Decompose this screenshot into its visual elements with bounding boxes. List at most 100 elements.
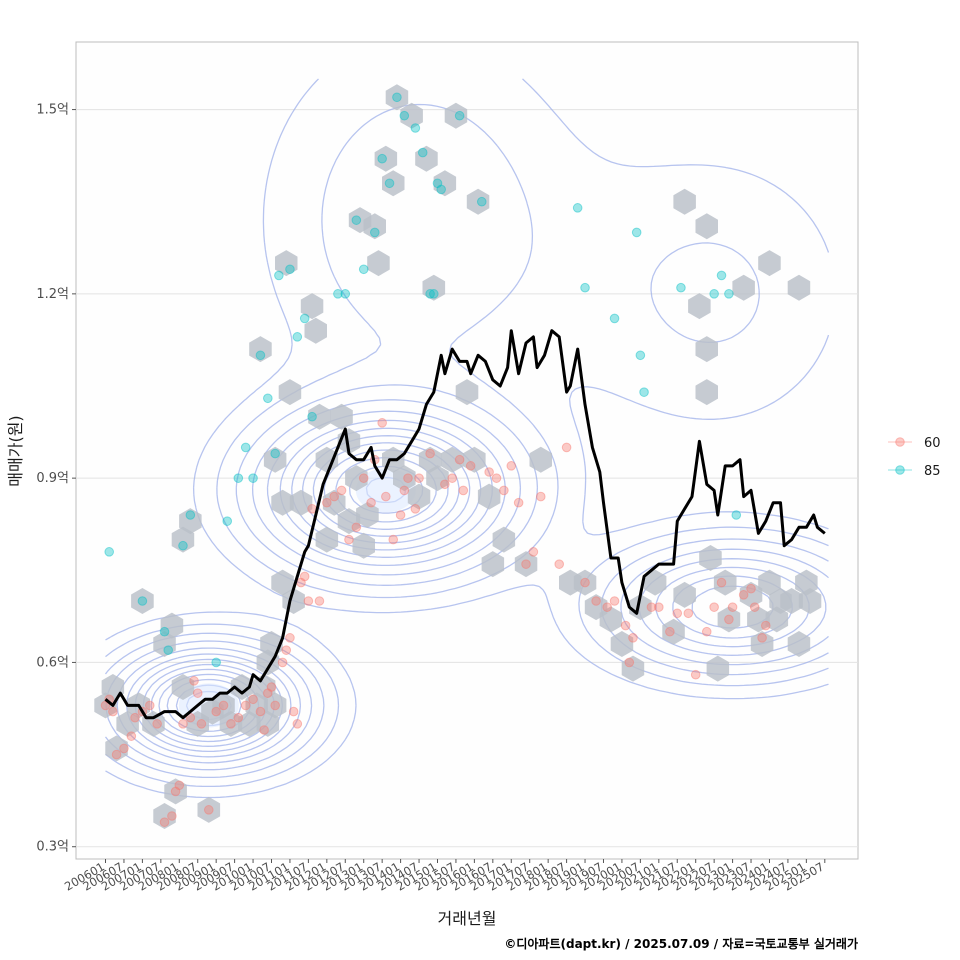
point-60 bbox=[628, 633, 638, 643]
y-tick-label: 1.5억 bbox=[36, 103, 69, 118]
hexbin bbox=[415, 145, 438, 172]
hexbin bbox=[673, 188, 696, 215]
point-85 bbox=[351, 215, 362, 225]
point-60 bbox=[458, 485, 469, 496]
point-60 bbox=[170, 786, 181, 797]
hexbin bbox=[643, 569, 667, 596]
hexbin bbox=[322, 489, 346, 516]
point-60 bbox=[609, 596, 620, 606]
point-85 bbox=[307, 411, 317, 422]
point-60 bbox=[152, 719, 162, 729]
point-60 bbox=[701, 626, 712, 637]
point-60 bbox=[403, 473, 413, 483]
point-85 bbox=[639, 387, 649, 397]
hexbin bbox=[780, 588, 803, 614]
grid-lines bbox=[76, 109, 858, 848]
point-60 bbox=[757, 633, 767, 643]
hexbin bbox=[105, 735, 128, 762]
point-60 bbox=[484, 467, 494, 477]
hexbin bbox=[713, 569, 737, 596]
hexbin bbox=[374, 145, 398, 172]
hexbin bbox=[426, 465, 449, 492]
hexbin bbox=[787, 631, 811, 657]
legend-label-60: 60 bbox=[924, 436, 941, 451]
hexbin bbox=[795, 569, 818, 596]
point-60 bbox=[440, 479, 450, 490]
point-60 bbox=[322, 497, 332, 508]
hexbin bbox=[367, 250, 390, 277]
point-60 bbox=[233, 712, 244, 723]
point-85 bbox=[377, 153, 387, 164]
hexbin bbox=[238, 710, 261, 737]
point-60 bbox=[196, 719, 207, 729]
legend-label-85: 85 bbox=[924, 464, 941, 479]
point-60 bbox=[159, 817, 170, 827]
hexbin bbox=[230, 674, 254, 700]
point-85 bbox=[292, 332, 303, 342]
point-60 bbox=[281, 645, 292, 655]
point-60 bbox=[329, 491, 340, 502]
hexbin bbox=[433, 170, 457, 197]
point-60 bbox=[554, 559, 565, 569]
y-axis-title: 매매가(원) bbox=[6, 415, 25, 486]
point-60 bbox=[259, 725, 269, 735]
point-60 bbox=[528, 547, 539, 557]
point-60 bbox=[580, 577, 590, 588]
point-60 bbox=[366, 497, 376, 508]
point-85 bbox=[429, 289, 439, 299]
hexbin bbox=[444, 102, 468, 129]
hexbin bbox=[422, 274, 446, 301]
hexbin bbox=[477, 483, 501, 510]
point-85 bbox=[159, 626, 170, 637]
hexbin bbox=[382, 170, 405, 197]
point-85 bbox=[285, 264, 295, 275]
point-60 bbox=[602, 602, 612, 612]
point-85 bbox=[392, 92, 402, 103]
point-85 bbox=[340, 289, 351, 299]
median-line-layer bbox=[104, 329, 826, 720]
hexbin bbox=[160, 612, 184, 639]
point-60 bbox=[277, 657, 288, 668]
hexbin bbox=[717, 606, 741, 633]
hexbin bbox=[263, 446, 287, 473]
point-60 bbox=[351, 522, 362, 533]
point-60 bbox=[377, 418, 387, 428]
hexbin bbox=[212, 692, 235, 719]
hexbin bbox=[455, 379, 479, 406]
caption: ©디아파트(dapt.kr) / 2025.07.09 / 자료=국토교통부 실… bbox=[504, 936, 858, 951]
hexbin bbox=[330, 403, 353, 430]
point-60 bbox=[270, 700, 280, 711]
point-85 bbox=[358, 264, 369, 275]
point-60 bbox=[395, 510, 406, 520]
hexbin bbox=[363, 213, 386, 240]
point-60 bbox=[108, 706, 118, 717]
point-85 bbox=[163, 645, 174, 655]
hexbin bbox=[271, 569, 294, 596]
point-85 bbox=[211, 657, 221, 668]
hexbin bbox=[263, 692, 287, 719]
hexbin bbox=[787, 274, 811, 301]
hexbin bbox=[249, 336, 272, 363]
legend-key-60 bbox=[895, 437, 905, 447]
point-85 bbox=[185, 510, 196, 520]
hexbin bbox=[164, 778, 187, 805]
point-85 bbox=[731, 510, 742, 520]
point-85 bbox=[248, 473, 258, 483]
legend-key-85 bbox=[895, 465, 905, 475]
point-60 bbox=[749, 602, 760, 612]
point-60 bbox=[358, 473, 369, 483]
plot-panel bbox=[75, 41, 859, 860]
point-60 bbox=[683, 608, 694, 619]
hexbin bbox=[275, 250, 298, 277]
point-60 bbox=[690, 669, 701, 680]
point-85 bbox=[436, 184, 446, 195]
point-85 bbox=[137, 596, 148, 606]
hexbin bbox=[599, 606, 623, 633]
hexbin bbox=[393, 465, 416, 492]
point-60 bbox=[211, 706, 221, 717]
legend: 60 85 bbox=[888, 436, 941, 479]
hexbin bbox=[621, 655, 645, 682]
hexbin bbox=[750, 631, 774, 657]
point-60 bbox=[299, 571, 310, 582]
